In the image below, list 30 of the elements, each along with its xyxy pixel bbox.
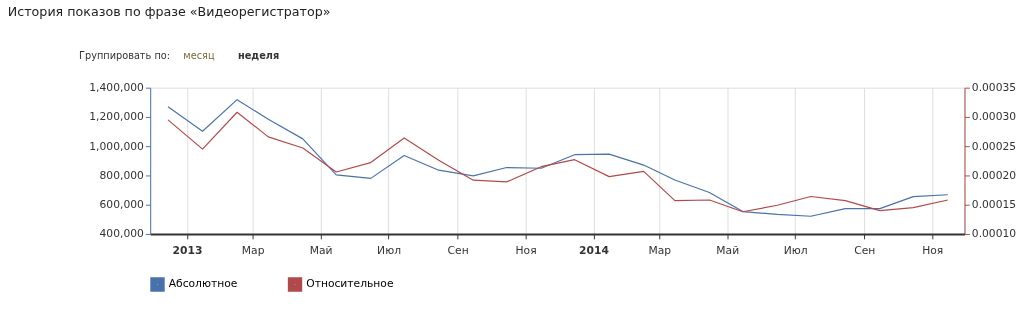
x-tick-label: Сен: [854, 243, 876, 257]
y-tick-label: 800,000: [99, 168, 145, 182]
x-tick-label: Июл: [783, 243, 808, 257]
x-tick-label: Сен: [447, 243, 469, 257]
x-tick-label: Май: [309, 243, 333, 257]
y2-tick-label: 0.00025: [971, 139, 1017, 153]
text: месяц: [183, 50, 215, 62]
y2-tick-label: 0.00015: [971, 198, 1017, 212]
y-tick-label: 600,000: [99, 198, 145, 212]
x-tick-label: 2014: [579, 243, 609, 257]
y-tick-label: 400,000: [99, 227, 145, 241]
x-tick-label: Ноя: [922, 243, 944, 257]
text: Группировать по:: [78, 50, 171, 62]
y-tick-label: 1,400,000: [89, 81, 145, 95]
chart-title: История показов по фразе «Видеорегистратор»: [7, 3, 331, 19]
y2-tick-label: 0.00010: [971, 227, 1017, 241]
y2-tick-label: 0.00020: [971, 168, 1017, 182]
x-tick-label: 2013: [172, 243, 203, 257]
text: неделя: [237, 50, 280, 62]
x-tick-label: Мар: [648, 243, 672, 257]
legend-label: Абсолютное: [168, 277, 238, 291]
x-tick-label: Май: [716, 243, 740, 257]
y-tick-label: 1,200,000: [89, 110, 145, 124]
y-tick-label: 1,000,000: [89, 139, 145, 153]
x-tick-label: Ноя: [515, 243, 537, 257]
legend-label: Относительное: [306, 277, 394, 291]
y2-tick-label: 0.00035: [971, 81, 1017, 95]
x-tick-label: Июл: [377, 243, 402, 257]
x-tick-label: Мар: [241, 243, 265, 257]
y2-tick-label: 0.00030: [971, 110, 1017, 124]
